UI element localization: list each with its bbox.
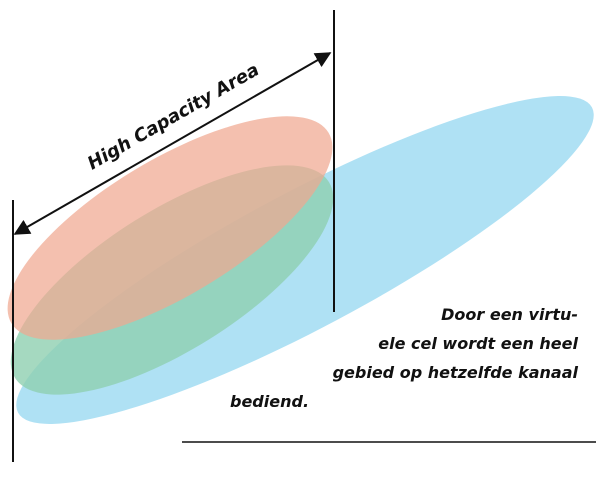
caption-line-1: Door een virtu-: [441, 305, 578, 324]
capacity-arrow: [13, 52, 332, 235]
caption-line-3: gebied op hetzelfde kanaal: [332, 363, 578, 382]
caption-line-4: bediend.: [230, 392, 310, 411]
caption-text: Door een virtu- ele cel wordt een heel g…: [198, 300, 578, 416]
caption-line-2: ele cel wordt een heel: [378, 334, 578, 353]
